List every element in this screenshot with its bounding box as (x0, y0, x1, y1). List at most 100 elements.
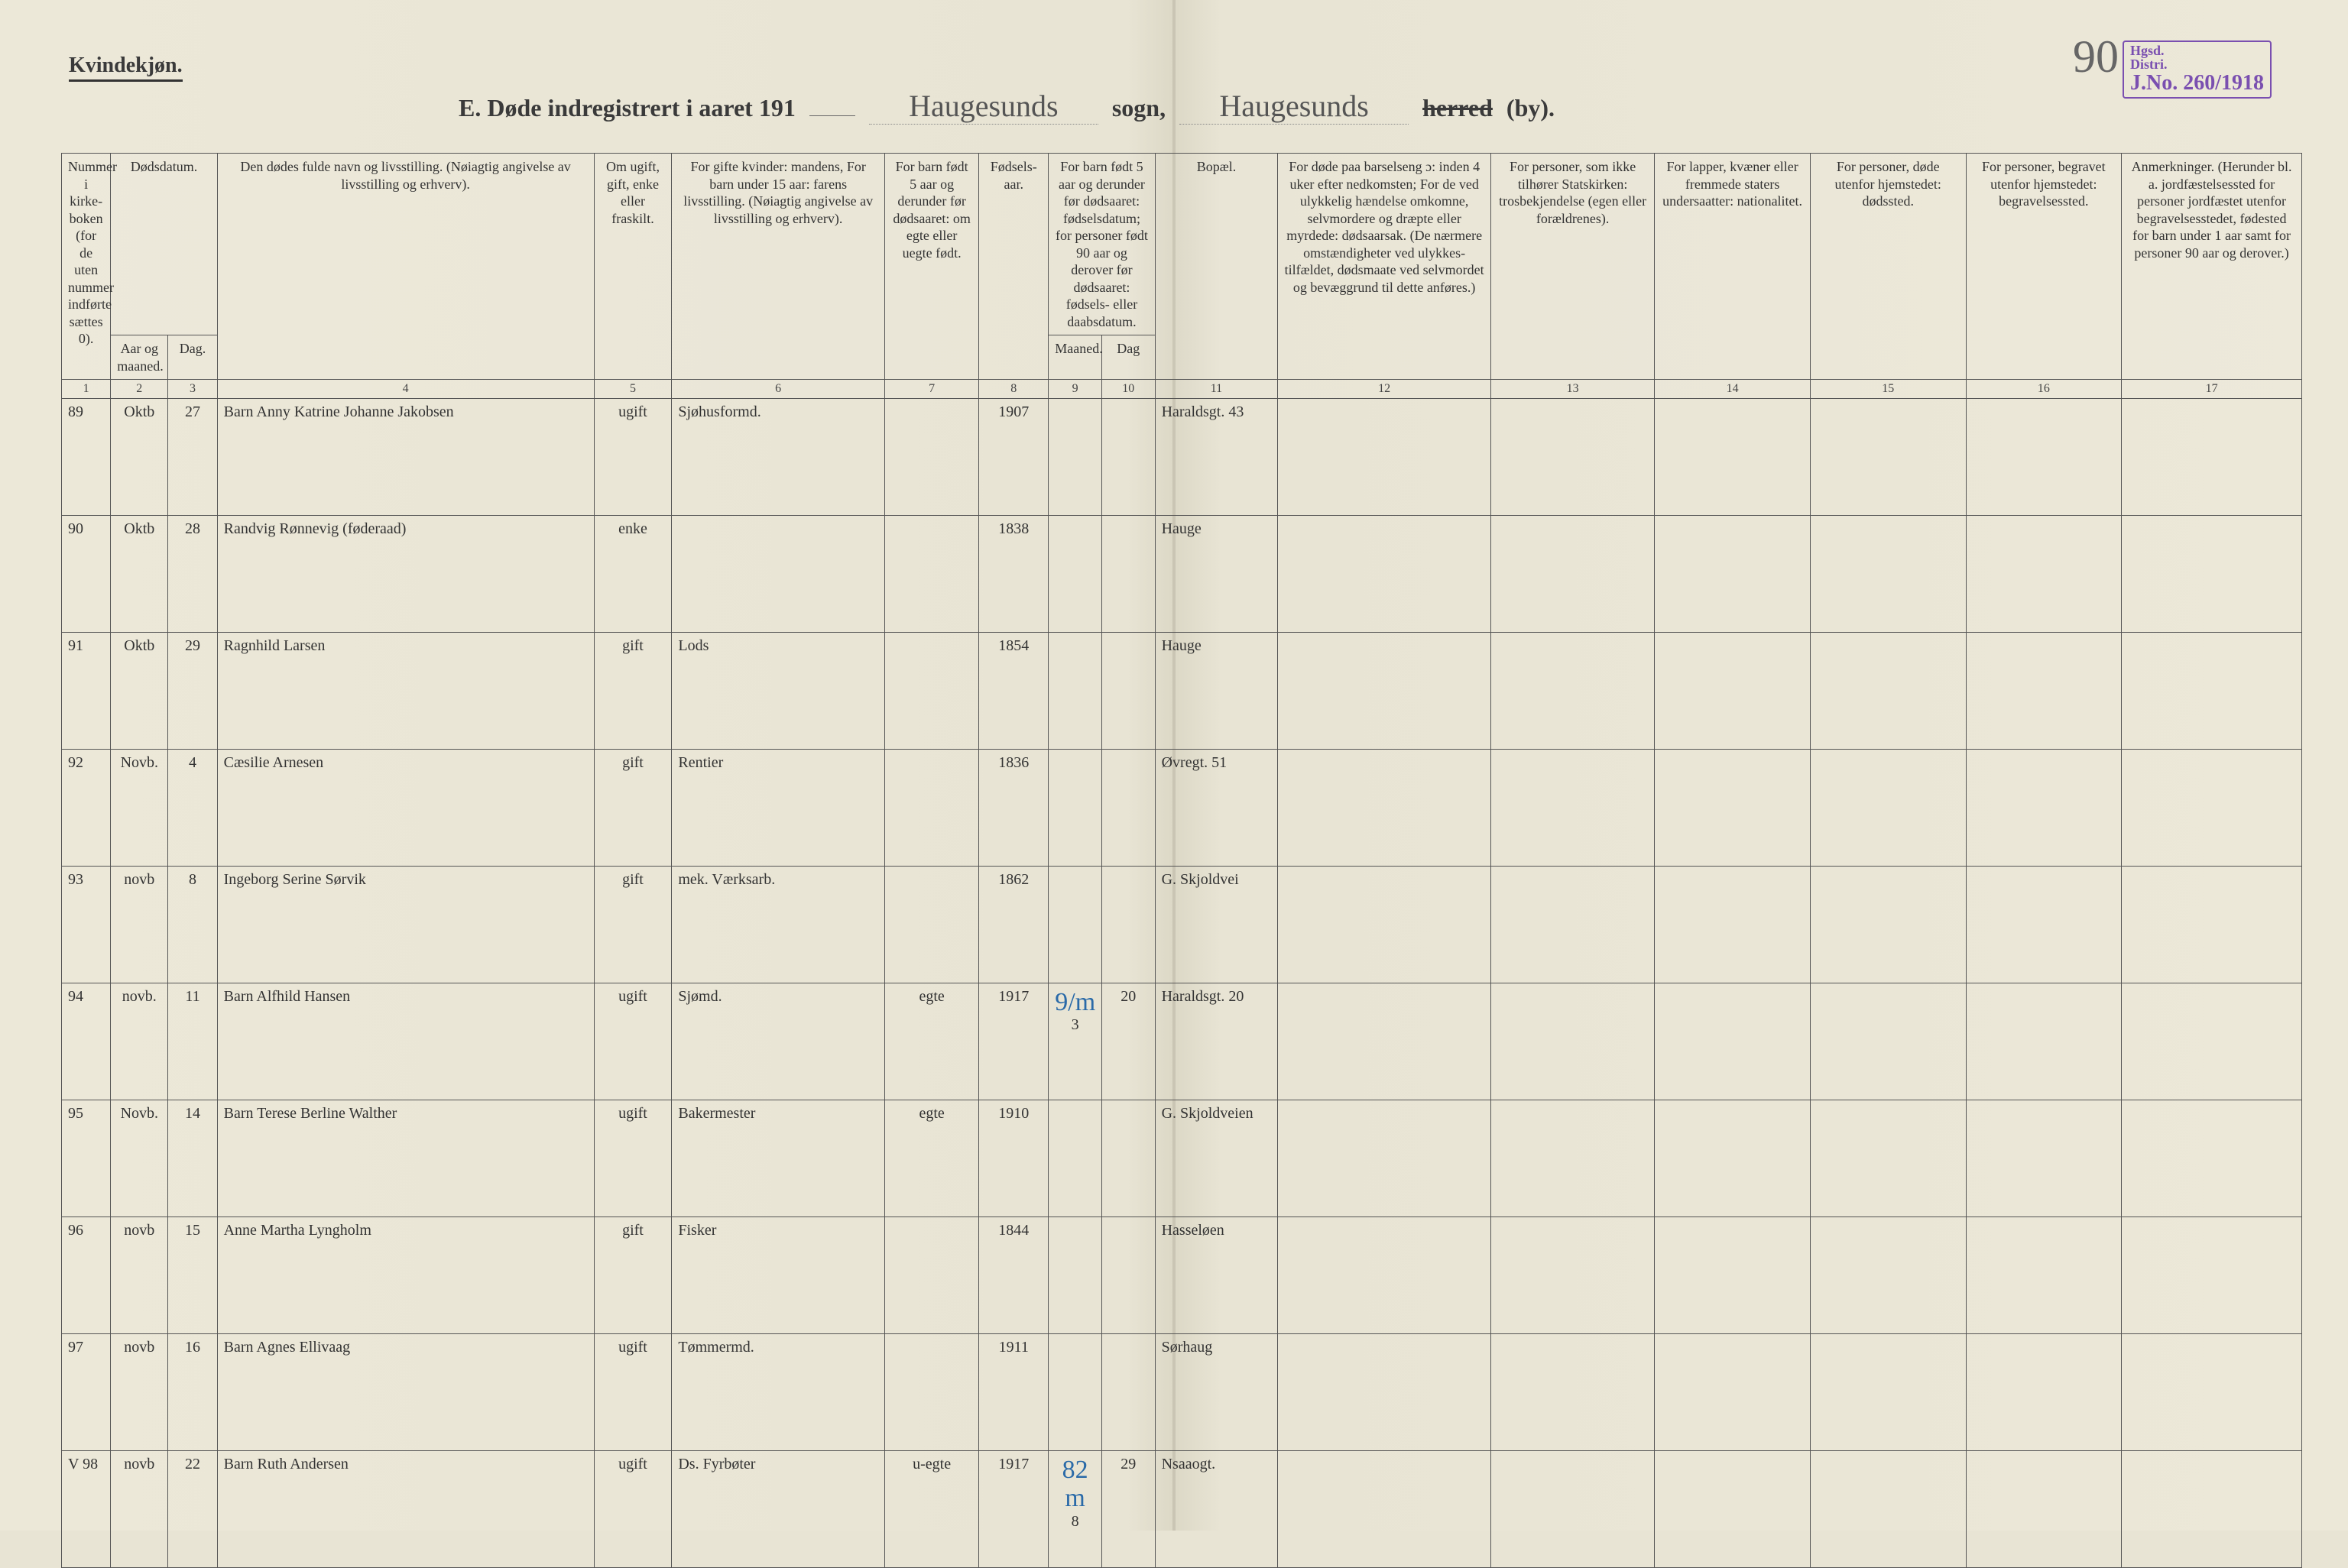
cn6: 6 (672, 380, 885, 399)
cell-civil: ugift (594, 1451, 672, 1568)
cell-deathplace (1810, 867, 1966, 983)
cell-occupation: Bakermester (672, 1100, 885, 1217)
cell-birthyear: 1862 (979, 867, 1049, 983)
cell-burialplace (1966, 1217, 2122, 1334)
cell-burialplace (1966, 1334, 2122, 1451)
h2g: Dødsdatum. (111, 154, 217, 335)
cell-burialplace (1966, 750, 2122, 867)
table-body: 89Oktb27Barn Anny Katrine Johanne Jakobs… (62, 399, 2302, 1568)
h9g: For barn født 5 aar og der­under før død… (1049, 154, 1155, 335)
cell-bd-day (1101, 399, 1155, 516)
cell-day: 27 (168, 399, 217, 516)
cell-bd-day (1101, 750, 1155, 867)
cell-name: Barn Anny Katrine Johanne Jakobsen (217, 399, 594, 516)
cell-legit: u-egte (884, 1451, 978, 1568)
cell-nationality (1655, 1217, 1811, 1334)
cell-legit (884, 633, 978, 750)
cell-burialplace (1966, 1451, 2122, 1568)
cell-day: 22 (168, 1451, 217, 1568)
cell-cause (1278, 633, 1491, 750)
cell-month: Novb. (111, 750, 168, 867)
cell-occupation: Sjøhusformd. (672, 399, 885, 516)
cell-civil: gift (594, 1217, 672, 1334)
cell-faith (1490, 516, 1654, 633)
table-row: V 98novb22Barn Ruth AndersenugiftDs. Fyr… (62, 1451, 2302, 1568)
cell-nationality (1655, 1334, 1811, 1451)
cn4: 4 (217, 380, 594, 399)
cell-burialplace (1966, 1100, 2122, 1217)
page-fold (1172, 0, 1176, 1531)
cell-day: 29 (168, 633, 217, 750)
cell-nationality (1655, 1100, 1811, 1217)
cell-bd-day: 20 (1101, 983, 1155, 1100)
cell-occupation: Ds. Fyrbøter (672, 1451, 885, 1568)
cell-day: 11 (168, 983, 217, 1100)
cell-day: 14 (168, 1100, 217, 1217)
cell-deathplace (1810, 399, 1966, 516)
cell-remarks (2122, 983, 2302, 1100)
cell-birthyear: 1911 (979, 1334, 1049, 1451)
cell-name: Randvig Rønnevig (føderaad) (217, 516, 594, 633)
cell-deathplace (1810, 1334, 1966, 1451)
cn13: 13 (1490, 380, 1654, 399)
cell-month: novb (111, 1451, 168, 1568)
cell-bd-day (1101, 633, 1155, 750)
cell-cause (1278, 1451, 1491, 1568)
cell-birthyear: 1917 (979, 983, 1049, 1100)
cell-no: 93 (62, 867, 111, 983)
h2a: Aar og maaned. (111, 335, 168, 380)
cn7: 7 (884, 380, 978, 399)
cell-birthyear: 1907 (979, 399, 1049, 516)
cell-civil: gift (594, 633, 672, 750)
title-prefix: E. Døde indregistrert i aaret 191 (459, 94, 796, 122)
cell-remarks (2122, 516, 2302, 633)
cell-civil: enke (594, 516, 672, 633)
cell-legit: egte (884, 1100, 978, 1217)
cell-bd-month (1049, 1334, 1102, 1451)
table-row: 95Novb.14Barn Terese Berline Waltherugif… (62, 1100, 2302, 1217)
cell-month: novb. (111, 983, 168, 1100)
cell-name: Barn Alfhild Hansen (217, 983, 594, 1100)
table-row: 91Oktb29Ragnhild LarsengiftLods1854Hauge (62, 633, 2302, 750)
cell-nationality (1655, 867, 1811, 983)
cell-month: Oktb (111, 399, 168, 516)
cell-occupation: Fisker (672, 1217, 885, 1334)
cell-remarks (2122, 1451, 2302, 1568)
cell-occupation (672, 516, 885, 633)
h12: For døde paa barselseng ɔ: inden 4 uker … (1278, 154, 1491, 380)
cell-faith (1490, 1334, 1654, 1451)
cell-no: 97 (62, 1334, 111, 1451)
cell-nationality (1655, 750, 1811, 867)
cn8: 8 (979, 380, 1049, 399)
cell-birthyear: 1844 (979, 1217, 1049, 1334)
cn5: 5 (594, 380, 672, 399)
h6: For gifte kvinder: mandens, For barn und… (672, 154, 885, 380)
stamp-mid: Distri. (2130, 57, 2264, 71)
cell-bd-month (1049, 1100, 1102, 1217)
cell-bd-month (1049, 633, 1102, 750)
cell-civil: gift (594, 867, 672, 983)
cell-deathplace (1810, 983, 1966, 1100)
table-row: 90Oktb28Randvig Rønnevig (føderaad)enke1… (62, 516, 2302, 633)
cn17: 17 (2122, 380, 2302, 399)
cell-bd-month (1049, 516, 1102, 633)
cell-remarks (2122, 1334, 2302, 1451)
cell-nationality (1655, 399, 1811, 516)
cell-occupation: Sjømd. (672, 983, 885, 1100)
h9b: Dag (1101, 335, 1155, 380)
cell-faith (1490, 983, 1654, 1100)
stamp-jno: J.No. (2130, 71, 2178, 95)
title-year-blank (809, 115, 855, 116)
cell-name: Barn Terese Berline Walther (217, 1100, 594, 1217)
cell-bd-month (1049, 750, 1102, 867)
cell-burialplace (1966, 983, 2122, 1100)
cn16: 16 (1966, 380, 2122, 399)
cell-day: 16 (168, 1334, 217, 1451)
stamp-num-top: 260 (2183, 71, 2215, 95)
cell-deathplace (1810, 750, 1966, 867)
cell-cause (1278, 399, 1491, 516)
cell-faith (1490, 399, 1654, 516)
cell-legit (884, 867, 978, 983)
h16: For personer, begravet utenfor hjemstede… (1966, 154, 2122, 380)
cell-civil: ugift (594, 399, 672, 516)
